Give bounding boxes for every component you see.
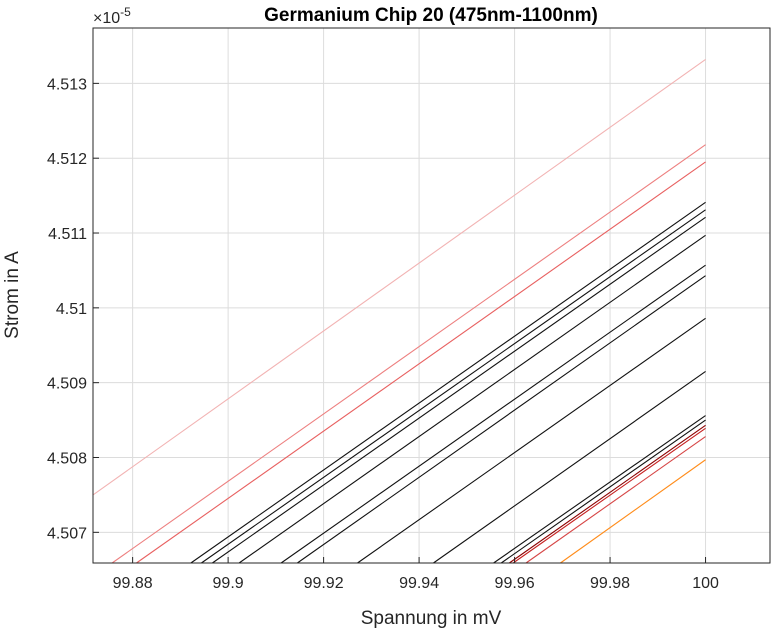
series-line-2	[111, 144, 706, 564]
series-line-11	[433, 371, 706, 564]
series-line-13	[500, 419, 706, 564]
series-line-9	[297, 275, 706, 564]
y-tick-label: 4.513	[47, 76, 87, 93]
series-line-5	[201, 209, 706, 564]
x-tick-label: 99.88	[113, 575, 153, 592]
grid	[93, 28, 770, 563]
x-tick-label: 99.92	[304, 575, 344, 592]
series-line-3	[136, 161, 706, 564]
y-exponent-power: -5	[120, 5, 131, 19]
x-ticks: 99.88 99.9 99.92 99.94 99.96 99.98 100	[113, 557, 719, 592]
y-tick-label: 4.51	[56, 301, 87, 318]
series-line-12	[493, 415, 706, 564]
x-tick-label: 99.96	[495, 575, 535, 592]
x-tick-label: 99.94	[399, 575, 439, 592]
y-axis-label: Strom in A	[2, 251, 23, 339]
x-axis-label: Spannung in mV	[361, 608, 502, 629]
series-line-6	[212, 216, 706, 564]
y-tick-label: 4.509	[47, 376, 87, 393]
series-line-1	[92, 58, 706, 496]
series-line-17	[560, 459, 706, 564]
x-tick-label: 99.98	[590, 575, 630, 592]
y-tick-label: 4.511	[48, 226, 87, 243]
y-exponent-base: ×10	[93, 10, 120, 27]
series-line-10	[357, 317, 706, 564]
x-tick-label: 100	[692, 575, 719, 592]
series-line-8	[280, 264, 706, 564]
y-tick-label: 4.512	[47, 151, 87, 168]
y-tick-label: 4.507	[47, 525, 87, 542]
series-line-16	[525, 436, 706, 564]
series-line-4	[190, 201, 706, 564]
y-ticks: 4.507 4.508 4.509 4.51 4.511 4.512 4.513	[47, 76, 99, 542]
chart-title: Germanium Chip 20 (475nm-1100nm)	[264, 5, 598, 26]
series-line-7	[238, 234, 706, 564]
series-line-15	[512, 427, 706, 564]
axes	[92, 27, 771, 564]
y-tick-label: 4.508	[47, 450, 87, 467]
x-tick-label: 99.9	[213, 575, 244, 592]
series-line-14	[509, 424, 706, 564]
series-lines	[92, 58, 706, 564]
y-exponent-label: ×10-5	[93, 5, 131, 27]
